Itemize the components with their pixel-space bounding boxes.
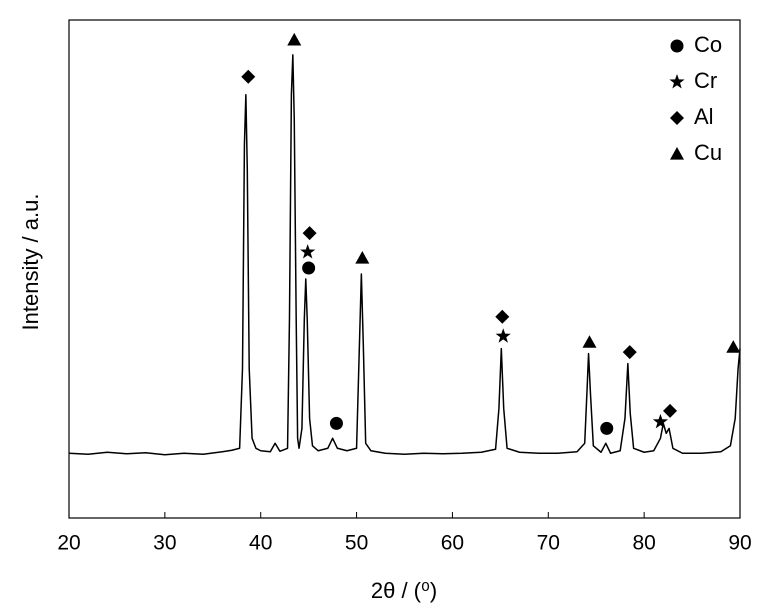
- legend-marker: [669, 74, 685, 89]
- x-tick-label: 50: [345, 532, 368, 555]
- legend-marker: [670, 147, 684, 160]
- legend-label: Al: [694, 104, 714, 129]
- marker-star: [300, 244, 316, 259]
- x-tick-label: 90: [728, 532, 751, 555]
- x-tick-label: 30: [153, 532, 176, 555]
- x-tick-label: 20: [57, 532, 80, 555]
- marker-circle: [600, 421, 614, 435]
- legend-label: Cr: [694, 68, 717, 93]
- marker-diamond: [663, 403, 678, 418]
- marker-triangle: [582, 335, 597, 348]
- xrd-pattern: [68, 54, 741, 456]
- marker-diamond: [241, 69, 256, 84]
- plot-frame: [68, 19, 741, 519]
- legend-marker: [670, 39, 684, 53]
- marker-diamond: [622, 345, 637, 360]
- marker-diamond: [302, 226, 317, 241]
- x-axis-label: 2θ / (⁰): [371, 578, 437, 603]
- x-tick-label: 40: [249, 532, 272, 555]
- marker-circle: [302, 261, 316, 275]
- legend-marker: [670, 111, 684, 125]
- marker-diamond: [495, 309, 510, 324]
- x-tick-label: 60: [441, 532, 464, 555]
- marker-star: [495, 328, 511, 343]
- marker-triangle: [355, 251, 370, 264]
- legend-label: Co: [694, 32, 722, 57]
- marker-star: [652, 413, 669, 429]
- marker-circle: [329, 416, 343, 430]
- legend-label: Cu: [694, 140, 722, 165]
- marker-triangle: [287, 32, 302, 46]
- x-tick-label: 80: [632, 532, 655, 555]
- y-axis-label: Intensity / a.u.: [18, 194, 43, 331]
- marker-triangle: [726, 340, 741, 353]
- x-tick-label: 70: [537, 532, 560, 555]
